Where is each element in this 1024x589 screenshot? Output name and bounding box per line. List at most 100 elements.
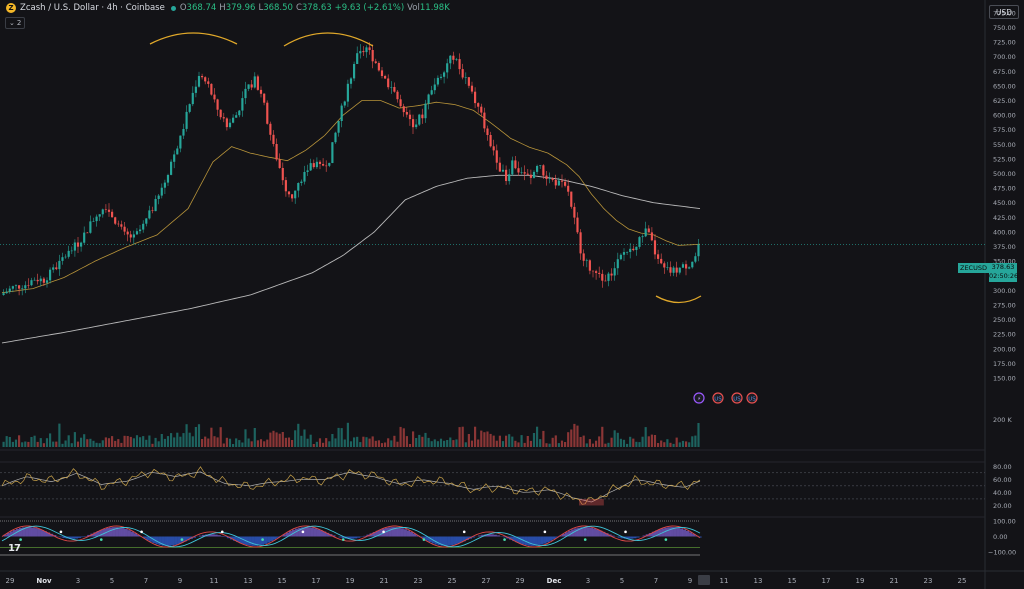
volume-bar bbox=[73, 432, 76, 447]
volume-bar bbox=[157, 441, 160, 447]
volume-bar bbox=[80, 437, 83, 447]
candle-body bbox=[14, 285, 18, 287]
candle-body bbox=[604, 280, 607, 282]
volume-bar bbox=[374, 440, 377, 447]
volume-bar bbox=[39, 438, 42, 447]
volume-bar bbox=[325, 438, 328, 447]
volume-bar bbox=[557, 443, 560, 447]
candle-body bbox=[272, 134, 275, 144]
volume-bar bbox=[117, 439, 120, 447]
collapse-indicators-button[interactable]: ⌄ 2 bbox=[5, 17, 26, 29]
high-value: 379.96 bbox=[225, 3, 256, 13]
indicator-count: 2 bbox=[16, 19, 22, 27]
candle-body bbox=[399, 99, 402, 107]
flash-event-icon bbox=[693, 392, 705, 404]
candle-body bbox=[582, 253, 585, 261]
volume-bar bbox=[337, 427, 340, 447]
volume-bar bbox=[495, 440, 498, 447]
oscillator-pane bbox=[0, 520, 702, 556]
volume-bar bbox=[601, 426, 604, 447]
osc-tick-label: 100.00 bbox=[993, 518, 1016, 526]
candle-body bbox=[480, 106, 483, 113]
volume-bar bbox=[114, 440, 117, 447]
volume-bar bbox=[238, 440, 241, 447]
volume-axis-label: 200 K bbox=[993, 416, 1012, 424]
candle-body bbox=[2, 293, 5, 295]
volume-bar bbox=[235, 438, 238, 447]
price-tick-label: 375.00 bbox=[993, 243, 1016, 251]
candle-body bbox=[101, 209, 104, 215]
volume-bar bbox=[154, 437, 157, 447]
symbol-title[interactable]: Zcash / U.S. Dollar · 4h · Coinbase bbox=[20, 3, 165, 13]
osc-signal-dot bbox=[59, 530, 63, 534]
volume-bar bbox=[675, 437, 678, 447]
volume-bar bbox=[477, 439, 480, 447]
candle-body bbox=[253, 76, 256, 88]
volume-bar bbox=[551, 437, 554, 447]
candle-body bbox=[697, 244, 700, 257]
volume-bar bbox=[89, 438, 92, 447]
low-label: L bbox=[258, 3, 264, 13]
candle-body bbox=[554, 179, 557, 186]
volume-bar bbox=[120, 442, 123, 447]
currency-button[interactable]: USD bbox=[989, 5, 1019, 19]
volume-bar bbox=[542, 430, 545, 447]
candle-body bbox=[291, 194, 294, 199]
volume-bar bbox=[626, 443, 629, 447]
time-tick-label: 23 bbox=[414, 577, 423, 585]
price-axis: 775.00 750.00 725.00 700.00 675.00 650.00 625.… bbox=[988, 9, 1016, 556]
volume-bar bbox=[517, 442, 520, 447]
candle-body bbox=[222, 117, 225, 119]
candle-body bbox=[182, 129, 185, 136]
volume-bar bbox=[52, 441, 55, 447]
volume-bar bbox=[564, 442, 567, 447]
candle-body bbox=[436, 77, 439, 85]
volume-bar bbox=[259, 439, 263, 447]
volume-bar bbox=[139, 437, 142, 447]
candle-body bbox=[430, 90, 433, 95]
volume-bar bbox=[458, 427, 461, 447]
volume-bar bbox=[334, 438, 337, 447]
candle-body bbox=[126, 231, 129, 235]
candle-body bbox=[492, 146, 495, 151]
top-arc-annotation bbox=[149, 32, 238, 45]
candle-body bbox=[672, 267, 675, 273]
rsi-pane bbox=[0, 466, 985, 506]
candle-body bbox=[340, 105, 343, 121]
candle-body bbox=[278, 159, 281, 168]
candle-body bbox=[474, 91, 477, 104]
candle-body bbox=[523, 172, 526, 174]
candle-body bbox=[70, 250, 73, 252]
candle-body bbox=[663, 263, 666, 268]
candle-body bbox=[455, 59, 458, 60]
price-tick-label: 425.00 bbox=[993, 214, 1016, 222]
candle-body bbox=[365, 47, 368, 53]
time-axis: 29 Nov 3 5 7 9 11 13 15 17 19 21 23 25 27 29 Dec 3 5 7 9 11 13… bbox=[6, 575, 966, 585]
candle-body bbox=[526, 173, 529, 175]
candle-body bbox=[539, 165, 542, 166]
candle-body bbox=[508, 174, 511, 182]
time-tick-label: 19 bbox=[856, 577, 865, 585]
volume-bar bbox=[539, 439, 542, 447]
volume-bar bbox=[439, 438, 443, 447]
candle-body bbox=[216, 99, 219, 110]
price-tick-label: 550.00 bbox=[993, 141, 1016, 149]
volume-bar bbox=[8, 437, 11, 447]
volume-bar bbox=[427, 437, 430, 447]
price-tick-label: 250.00 bbox=[993, 316, 1016, 324]
volume-bar bbox=[418, 434, 421, 447]
volume-bar bbox=[312, 444, 315, 447]
candle-body bbox=[104, 209, 107, 210]
rsi-tick-label: 60.00 bbox=[993, 476, 1012, 484]
volume-bar bbox=[672, 443, 675, 447]
candle-body bbox=[232, 117, 235, 123]
price-tick-label: 775.00 bbox=[993, 9, 1016, 17]
candle-body bbox=[551, 178, 554, 180]
volume-bar bbox=[365, 437, 368, 447]
tradingview-logo-icon[interactable]: 17 bbox=[8, 543, 21, 554]
ma-slow-path bbox=[1, 174, 701, 344]
candle-body bbox=[616, 259, 619, 269]
event-marker-label: ⚡ bbox=[697, 396, 701, 403]
